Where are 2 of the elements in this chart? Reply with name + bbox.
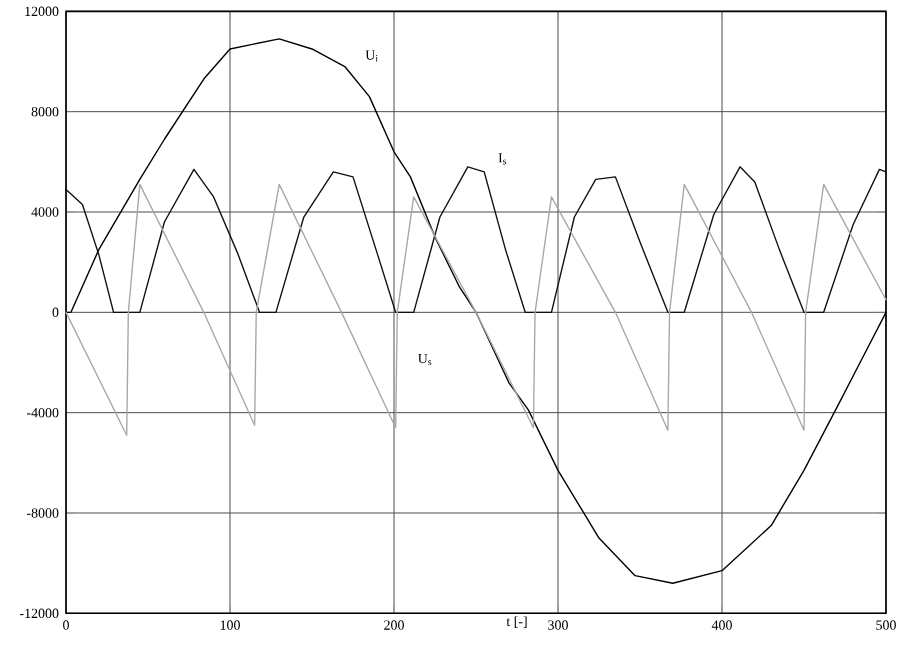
line-series — [65, 184, 887, 437]
line-series — [65, 166, 887, 314]
